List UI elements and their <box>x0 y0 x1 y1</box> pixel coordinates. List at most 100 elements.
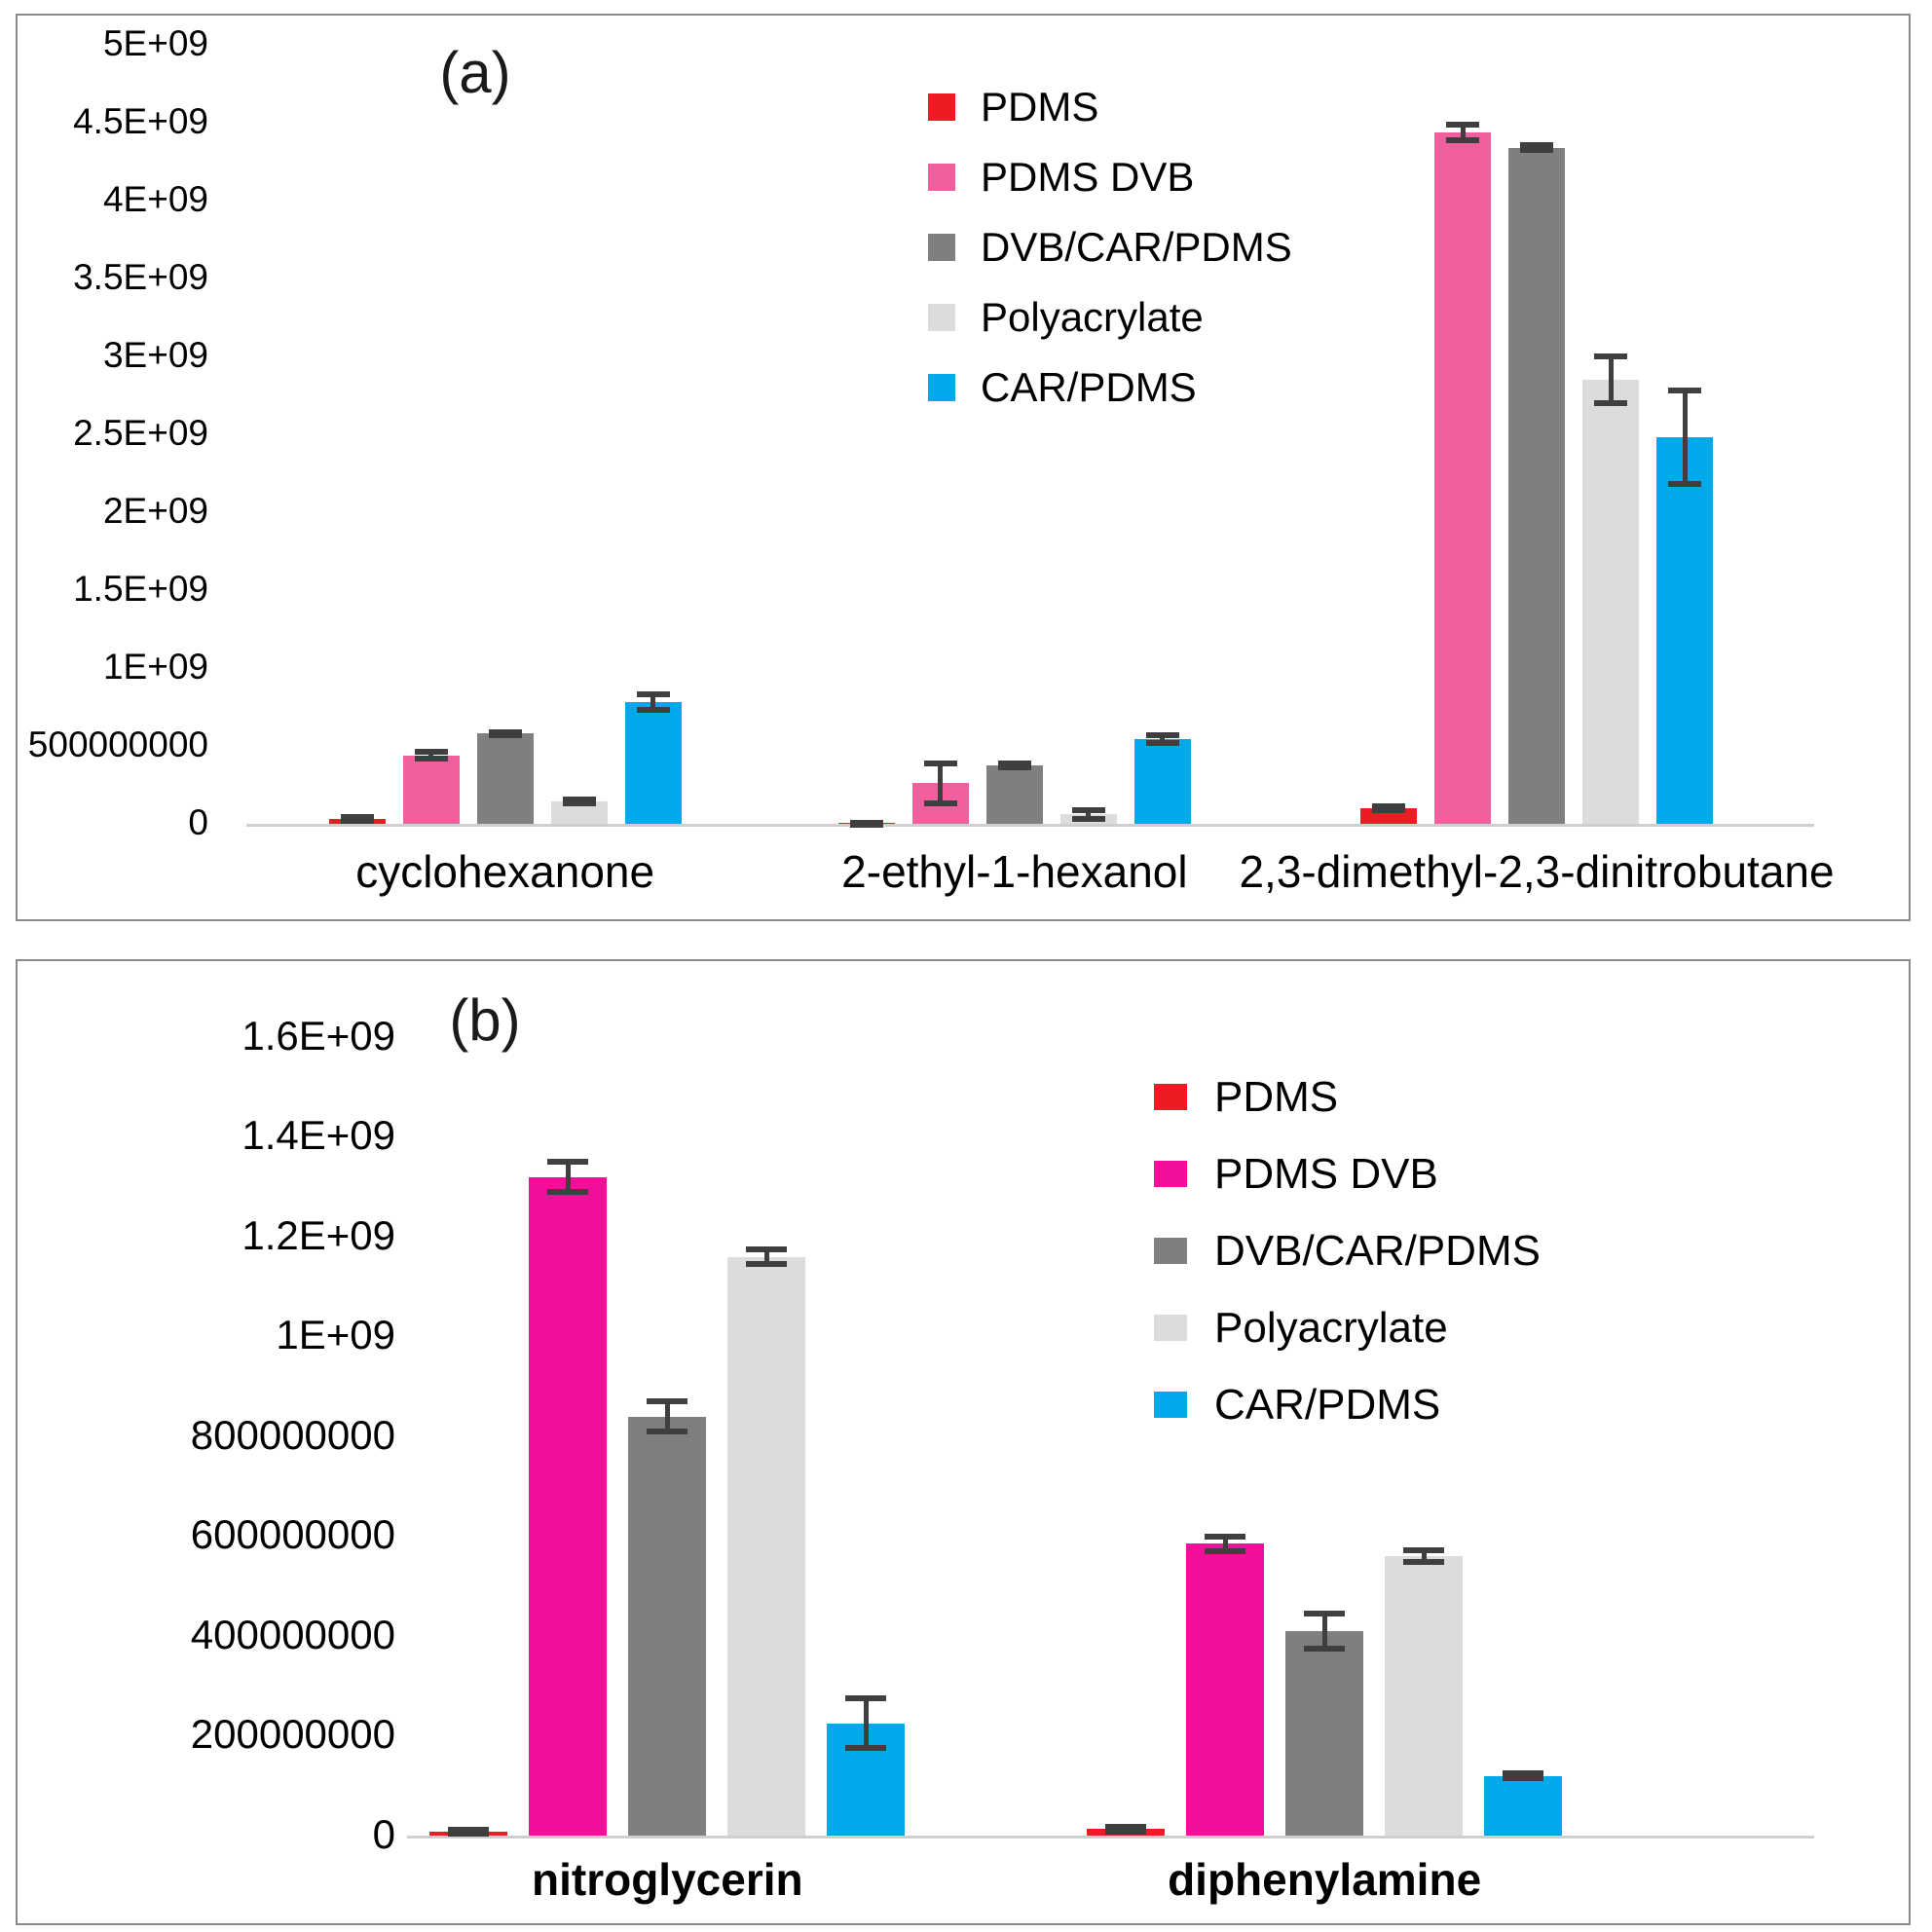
x-category-label: diphenylamine <box>1168 1854 1482 1905</box>
y-tick-label: 0 <box>372 1810 395 1857</box>
legend-label: PDMS DVB <box>1214 1149 1438 1198</box>
y-tick-label: 2E+09 <box>102 490 208 531</box>
legend-item: CAR/PDMS <box>928 353 1292 423</box>
bar <box>529 1176 608 1836</box>
error-bar <box>1446 121 1480 143</box>
bar <box>1285 1630 1364 1836</box>
error-bar <box>845 1695 887 1752</box>
legend-label: CAR/PDMS <box>1214 1380 1441 1429</box>
error-bar <box>1145 731 1179 746</box>
error-bar <box>1105 1823 1147 1835</box>
legend-item: PDMS <box>1154 1059 1541 1135</box>
legend-item: Polyacrylate <box>928 282 1292 353</box>
panel-b-label: (b) <box>449 987 521 1053</box>
y-tick-label: 1E+09 <box>276 1312 395 1358</box>
error-bar <box>488 728 522 738</box>
x-category-label: nitroglycerin <box>532 1854 803 1905</box>
error-bar <box>997 761 1031 770</box>
y-tick-label: 1.6E+09 <box>242 1012 395 1059</box>
y-tick-label: 800000000 <box>190 1411 395 1458</box>
legend-swatch-icon <box>928 234 955 261</box>
error-bar <box>923 760 957 807</box>
y-tick-label: 3.5E+09 <box>73 256 208 297</box>
bar <box>1656 437 1714 824</box>
error-bar <box>849 819 883 828</box>
legend-label: Polyacrylate <box>981 294 1204 340</box>
error-bar <box>547 1159 589 1195</box>
legend-label: Polyacrylate <box>1214 1303 1448 1352</box>
y-tick-label: 1.4E+09 <box>242 1112 395 1159</box>
legend-swatch-icon <box>928 374 955 401</box>
bar <box>1385 1556 1464 1836</box>
x-category-label: 2-ethyl-1-hexanol <box>841 846 1188 897</box>
legend-item: DVB/CAR/PDMS <box>928 212 1292 282</box>
panel-a-label: (a) <box>439 40 511 105</box>
x-axis-line <box>407 1836 1814 1839</box>
y-tick-label: 0 <box>188 801 208 842</box>
error-bar <box>340 814 374 825</box>
legend-swatch-icon <box>1154 1392 1187 1418</box>
y-tick-label: 4E+09 <box>102 178 208 219</box>
legend-item: DVB/CAR/PDMS <box>1154 1212 1541 1289</box>
y-tick-label: 500000000 <box>27 724 208 764</box>
error-bar <box>1403 1546 1445 1566</box>
error-bar <box>647 1398 688 1434</box>
y-tick-label: 400000000 <box>190 1611 395 1657</box>
error-bar <box>636 691 670 714</box>
legend-label: PDMS <box>1214 1072 1339 1121</box>
error-bar <box>1372 803 1406 813</box>
legend-item: CAR/PDMS <box>1154 1366 1541 1443</box>
bar <box>476 733 534 824</box>
legend-swatch-icon <box>1154 1084 1187 1110</box>
legend-item: PDMS DVB <box>1154 1135 1541 1212</box>
panel-b: (b) 1.6E+09 1.4E+09 1.2E+09 1E+09 800000000 6… <box>16 959 1911 1925</box>
bar <box>1582 380 1640 824</box>
y-tick-label: 600000000 <box>190 1511 395 1558</box>
legend: PDMS PDMS DVB DVB/CAR/PDMS Polyacrylate CAR/… <box>1154 1059 1541 1443</box>
y-tick-label: 2.5E+09 <box>73 412 208 453</box>
y-tick-label: 1.5E+09 <box>73 568 208 609</box>
error-bar <box>1205 1533 1246 1554</box>
bar <box>1133 738 1191 824</box>
legend-item: PDMS <box>928 72 1292 142</box>
x-category-label: cyclohexanone <box>355 846 655 897</box>
error-bar <box>562 796 596 806</box>
legend-swatch-icon <box>1154 1315 1187 1341</box>
bar <box>628 1416 707 1836</box>
y-tick-label: 1.2E+09 <box>242 1211 395 1258</box>
x-axis-line <box>246 824 1814 827</box>
legend-swatch-icon <box>1154 1238 1187 1264</box>
legend-item: Polyacrylate <box>1154 1289 1541 1366</box>
legend-swatch-icon <box>928 164 955 191</box>
bar <box>550 800 608 824</box>
legend-label: PDMS <box>981 84 1099 130</box>
legend-swatch-icon <box>1154 1161 1187 1187</box>
error-bar <box>1668 388 1702 488</box>
bar <box>727 1256 806 1836</box>
x-category-label: 2,3-dimethyl-2,3-dinitrobutane <box>1239 846 1835 897</box>
y-tick-label: 1E+09 <box>102 646 208 687</box>
panel-a: (a) 5E+09 4.5E+09 4E+09 3.5E+09 3E+09 2.5E+09… <box>16 14 1911 921</box>
legend-label: CAR/PDMS <box>981 364 1197 410</box>
error-bar <box>1594 353 1628 406</box>
legend-label: DVB/CAR/PDMS <box>1214 1226 1541 1275</box>
legend-label: DVB/CAR/PDMS <box>981 224 1292 270</box>
bar <box>624 702 682 824</box>
legend-swatch-icon <box>928 93 955 121</box>
y-tick-label: 5E+09 <box>102 22 208 63</box>
bar <box>1186 1543 1265 1836</box>
y-tick-label: 200000000 <box>190 1711 395 1758</box>
legend: PDMS PDMS DVB DVB/CAR/PDMS Polyacrylate CAR/… <box>928 72 1292 423</box>
bar <box>1434 131 1492 824</box>
bar <box>1508 147 1566 824</box>
y-tick-label: 4.5E+09 <box>73 100 208 141</box>
error-bar <box>448 1826 490 1837</box>
bar <box>402 755 460 824</box>
error-bar <box>746 1245 788 1268</box>
error-bar <box>1520 142 1554 153</box>
legend-item: PDMS DVB <box>928 142 1292 212</box>
bar <box>985 765 1043 824</box>
error-bar <box>414 749 448 762</box>
bar <box>1484 1775 1563 1836</box>
legend-label: PDMS DVB <box>981 154 1195 200</box>
